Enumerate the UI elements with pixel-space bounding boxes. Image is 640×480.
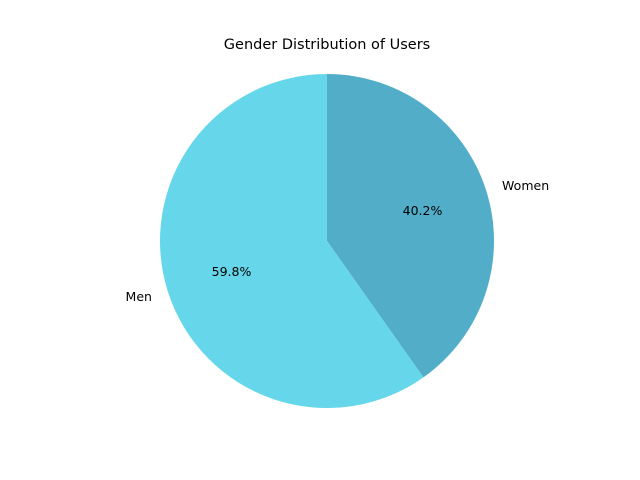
chart-title: Gender Distribution of Users (224, 37, 430, 53)
pie-slice-men (159, 74, 424, 408)
pie-slices (159, 74, 494, 408)
pie-labels: Women 40.2% Men 59.8% (126, 178, 550, 304)
pie-slice-women (327, 74, 494, 378)
pct-label-men: 59.8% (212, 264, 252, 279)
slice-label-men: Men (126, 289, 152, 304)
pct-label-women: 40.2% (403, 203, 443, 218)
slice-label-women: Women (502, 178, 549, 193)
